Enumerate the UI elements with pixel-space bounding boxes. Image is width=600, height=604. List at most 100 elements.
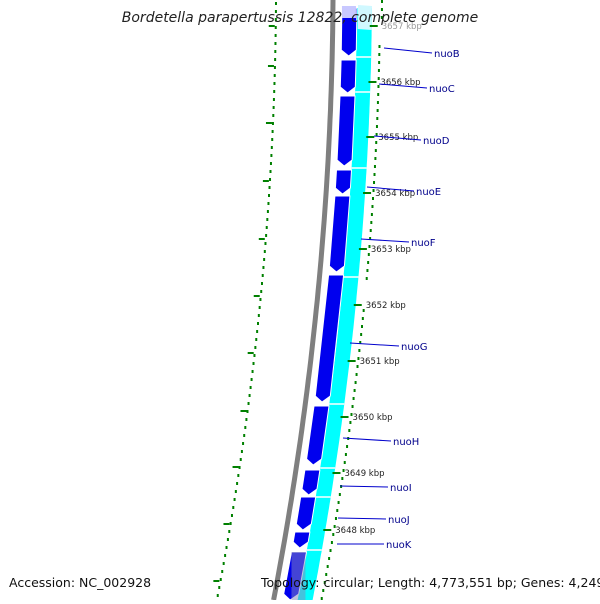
gc-dot-outer	[328, 557, 331, 560]
gc-dot-inner	[216, 594, 219, 597]
tick-label: 3648 kbp	[335, 526, 375, 536]
gc-dot-outer	[361, 317, 364, 320]
gc-dot-outer	[373, 165, 376, 168]
gc-dot-inner	[254, 346, 257, 349]
gc-dot-inner	[238, 466, 241, 469]
gc-dot-inner	[274, 50, 277, 53]
gc-dot-outer	[354, 381, 357, 384]
gc-dot-inner	[240, 450, 243, 453]
gc-dot-inner	[263, 258, 266, 261]
gc-dot-inner	[244, 426, 247, 429]
gc-dot-outer	[337, 501, 340, 504]
tick-mark	[323, 529, 332, 531]
gc-skew-mark	[247, 352, 254, 354]
tick-label: 3654 kbp	[375, 189, 415, 199]
gc-dot-inner	[255, 338, 258, 341]
gc-dot-outer	[373, 173, 376, 176]
gene-label: nuoJ	[388, 515, 410, 526]
gc-dot-inner	[271, 130, 274, 133]
gene-leader-line	[366, 186, 415, 192]
gc-dot-inner	[269, 170, 272, 173]
gc-dot-outer	[375, 133, 378, 136]
gc-dot-inner	[248, 394, 251, 397]
gc-dot-inner	[250, 378, 253, 381]
gc-dot-inner	[247, 402, 250, 405]
gene-leader-line	[337, 517, 387, 520]
gene-label: nuoE	[416, 187, 441, 198]
gc-skew-mark	[268, 25, 275, 27]
gc-dot-outer	[375, 125, 378, 128]
gc-dot-inner	[224, 554, 227, 557]
gc-dot-outer	[334, 517, 337, 520]
gc-skew-mark	[213, 580, 220, 582]
gc-dot-outer	[348, 429, 351, 432]
cds-band-light	[357, 5, 372, 30]
tick-mark	[369, 25, 378, 27]
gc-dot-outer	[368, 245, 371, 248]
topology-text: Topology: circular; Length: 4,773,551 bp…	[261, 575, 600, 590]
gc-dot-outer	[349, 421, 352, 424]
gc-dot-outer	[376, 109, 379, 112]
gc-dot-outer	[329, 549, 332, 552]
gc-dot-outer	[377, 77, 380, 80]
gene-label: nuoD	[423, 136, 450, 147]
gc-dot-outer	[359, 341, 362, 344]
gc-dot-outer	[381, 0, 383, 3]
gc-dot-outer	[322, 589, 325, 592]
gene-arrow	[336, 95, 356, 167]
gc-dot-outer	[356, 365, 359, 368]
gc-skew-mark	[262, 180, 269, 182]
gene-arrow-light	[341, 6, 356, 18]
gc-dot-inner	[245, 418, 248, 421]
gc-dot-inner	[274, 2, 277, 5]
gc-dot-outer	[378, 61, 381, 64]
gc-dot-outer	[365, 277, 368, 280]
gc-dot-inner	[272, 98, 275, 101]
gc-dot-outer	[343, 461, 346, 464]
tick-label: 3652 kbp	[366, 301, 406, 311]
gc-dot-outer	[376, 101, 379, 104]
gc-dot-outer	[373, 181, 376, 184]
gc-dot-outer	[374, 149, 377, 152]
gc-dot-inner	[232, 506, 235, 509]
gc-dot-inner	[260, 282, 263, 285]
gc-dot-inner	[274, 34, 277, 37]
gc-skew-mark	[232, 466, 239, 468]
gc-dot-outer	[351, 405, 354, 408]
gc-dot-inner	[260, 290, 263, 293]
gc-dot-inner	[265, 234, 268, 237]
gc-dot-inner	[274, 42, 277, 45]
gc-dot-inner	[253, 354, 256, 357]
gc-dot-outer	[326, 565, 329, 568]
gc-skew-mark	[240, 410, 247, 412]
gc-dot-outer	[372, 189, 375, 192]
tick-label: 3656 kbp	[380, 78, 420, 88]
gc-dot-outer	[377, 69, 380, 72]
gc-dot-outer	[377, 93, 380, 96]
tick-mark	[358, 248, 367, 250]
gc-dot-inner	[272, 114, 275, 117]
backbone-track	[271, 0, 336, 601]
gene-arrow	[328, 195, 351, 273]
gc-dot-inner	[262, 266, 265, 269]
tick-label: 3650 kbp	[353, 413, 393, 423]
gc-dot-outer	[323, 581, 326, 584]
gc-dot-outer	[358, 349, 361, 352]
gene-arrow	[339, 59, 357, 94]
gene-leader-line	[373, 135, 422, 141]
gene-label: nuoH	[393, 437, 419, 448]
gc-dot-outer	[360, 333, 363, 336]
gc-dot-outer	[376, 117, 379, 120]
gene-arrow	[301, 469, 321, 496]
gc-dot-outer	[357, 357, 360, 360]
gc-dot-inner	[273, 90, 276, 93]
gene-label: nuoC	[429, 84, 455, 95]
gene-arrow-shade	[291, 552, 306, 600]
gc-dot-inner	[230, 514, 233, 517]
gene-arrow	[295, 496, 317, 531]
gc-dot-inner	[269, 178, 272, 181]
gc-dot-outer	[378, 45, 381, 48]
gc-dot-outer	[369, 237, 372, 240]
gc-dot-outer	[320, 597, 323, 600]
tick-mark	[347, 360, 356, 362]
